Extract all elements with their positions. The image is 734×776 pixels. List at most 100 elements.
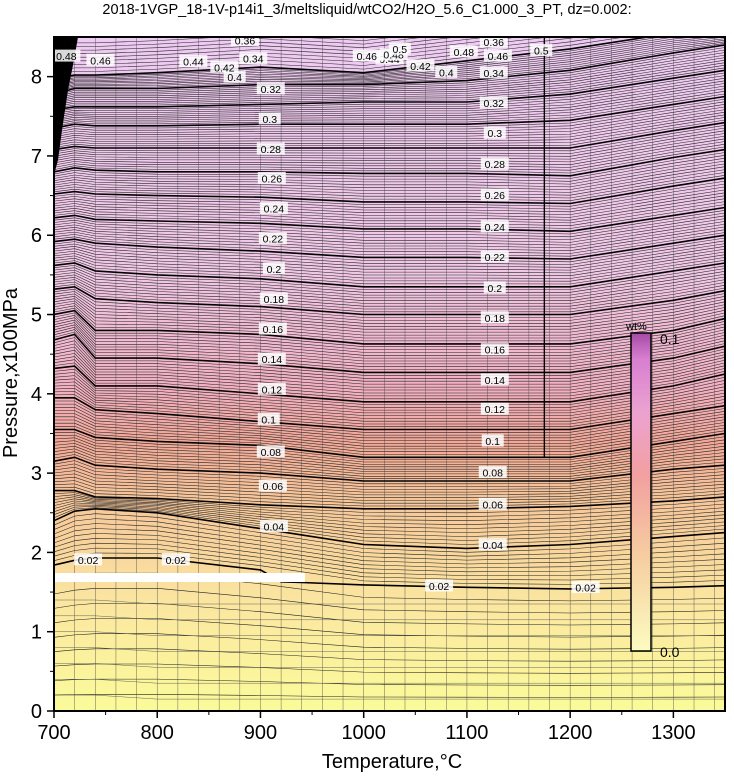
minor-contour-line [54, 346, 725, 385]
minor-contour-line [54, 218, 725, 243]
minor-contour-line [54, 426, 725, 455]
contour-label: 0.46 [90, 55, 111, 67]
contour-label: 0.36 [235, 35, 256, 47]
minor-contour-line [54, 507, 725, 545]
minor-contour-line [54, 85, 725, 122]
minor-contour-line [54, 226, 725, 251]
minor-contour-line [54, 183, 725, 210]
contour-label-box [223, 70, 246, 83]
contour-label-box [257, 382, 286, 395]
minor-contour-line [54, 259, 725, 285]
major-contour-line [54, 365, 725, 403]
minor-contour-line [54, 679, 725, 684]
minor-contour-line [54, 633, 725, 650]
minor-contour-line [54, 189, 725, 215]
minor-contour-line [54, 631, 725, 636]
major-contour-line [54, 456, 725, 482]
y-tick-label: 3 [31, 463, 42, 485]
major-contour-line [54, 69, 725, 111]
x-tick-label: 700 [37, 722, 70, 744]
contour-label: 0.28 [485, 159, 506, 171]
minor-contour-line [54, 498, 725, 525]
minor-contour-line [54, 647, 725, 652]
minor-contour-line [54, 49, 725, 98]
minor-contour-line [54, 155, 725, 182]
x-axis-label: Temperature,°C [322, 751, 462, 773]
minor-contour-line [54, 72, 725, 113]
contour-label-box [258, 322, 287, 335]
minor-contour-line [54, 451, 725, 477]
contour-label: 0.02 [429, 581, 450, 593]
contour-label-box [259, 520, 288, 533]
minor-contour-line [54, 434, 725, 463]
minor-contour-line [54, 90, 725, 125]
contour-label: 0.26 [485, 190, 506, 202]
minor-contour-line [54, 359, 725, 397]
contour-label-box [479, 66, 508, 79]
minor-contour-line [54, 135, 725, 163]
contour-label: 0.5 [534, 46, 549, 58]
contour-label-box [480, 402, 509, 415]
chart-title: 2018-1VGP_18-1V-p14i1_3/meltsliquid/wtCO… [102, 2, 631, 18]
minor-contour-line [54, 198, 725, 224]
white-gap-strip [54, 573, 305, 582]
y-tick-label: 5 [31, 305, 42, 327]
minor-contour-line [54, 618, 725, 638]
minor-contour-line [54, 443, 725, 470]
colorbar-unit: wt% [625, 321, 647, 333]
contour-labels: 0.02 0.02 0.02 0.02 0.04 0.04 0.06 0.06 0.08 0.08… [54, 35, 600, 595]
minor-contour-line [54, 288, 725, 318]
contour-label-box [161, 553, 190, 566]
colorbar: wt% 0.1 0.0 [625, 321, 680, 660]
minor-contour-line [54, 215, 725, 240]
contour-label-box [435, 65, 458, 78]
minor-contour-line [54, 473, 725, 496]
minor-contour-line [54, 378, 725, 414]
contour-label: 0.02 [575, 583, 596, 595]
y-tick-label: 0 [31, 701, 42, 723]
minor-contour-line [54, 694, 725, 700]
major-contour-line [54, 95, 725, 129]
minor-contour-line [54, 518, 725, 557]
minor-contour-line [54, 533, 725, 569]
contour-label-box [478, 497, 507, 510]
y-tick-label: 1 [31, 622, 42, 644]
minor-contour-line [54, 39, 725, 90]
contour-label: 0.28 [261, 144, 282, 156]
minor-contour-line [54, 210, 725, 235]
contour-label: 0.42 [214, 62, 235, 74]
major-contour-line [54, 309, 725, 345]
minor-contour-line [54, 125, 725, 153]
minor-contour-line [54, 169, 725, 196]
contour-label-box [230, 37, 259, 46]
minor-contour-line [54, 603, 725, 626]
contour-label-box [257, 412, 280, 425]
minor-contour-line [54, 528, 725, 565]
minor-contour-line [54, 57, 725, 103]
minor-contour-line [54, 440, 725, 468]
minor-contour-line [54, 298, 725, 330]
contour-label-box [258, 112, 281, 125]
minor-contour-line [54, 117, 725, 146]
minor-contour-line [54, 204, 725, 229]
minor-contour-line [54, 47, 725, 96]
minor-contour-line [54, 221, 725, 246]
major-contour-line [54, 44, 725, 95]
minor-contour-line [54, 101, 725, 133]
minor-contour-line [54, 303, 725, 336]
y-tick-label: 8 [31, 67, 42, 89]
minor-contour-line [54, 547, 725, 581]
contour-label-box [352, 49, 381, 62]
contour-label: 0.44 [183, 57, 204, 69]
minor-contour-line [54, 106, 725, 138]
contour-label-box [480, 157, 509, 170]
contour-label-box [425, 579, 454, 592]
x-tick-label: 1100 [445, 722, 488, 744]
minor-contour-line [54, 648, 725, 662]
contour-label: 0.32 [484, 98, 505, 110]
contour-label: 0.04 [264, 522, 285, 534]
minor-contour-line [54, 329, 725, 367]
contour-label: 0.12 [262, 384, 283, 396]
minor-contour-line [54, 37, 459, 54]
contour-label: 0.08 [483, 468, 504, 480]
